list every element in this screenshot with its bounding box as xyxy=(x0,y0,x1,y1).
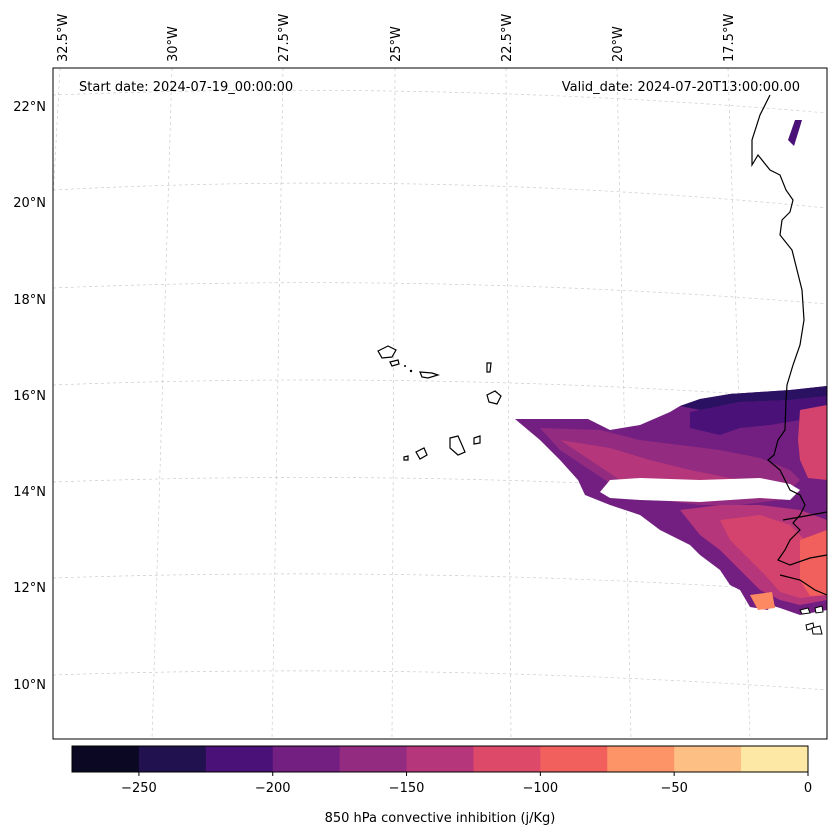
colorbar-cells xyxy=(72,746,809,772)
lat-labels: 22°N 20°N 18°N 16°N 14°N 12°N 10°N xyxy=(13,100,46,693)
colorbar-cell xyxy=(72,746,140,772)
cin-region-band-indigo xyxy=(690,396,827,435)
lat-label: 10°N xyxy=(13,678,46,693)
lon-label: 30°W xyxy=(166,26,181,62)
coast-guinea xyxy=(779,574,828,596)
cin-region-spot xyxy=(750,592,775,610)
cape-verde-islands xyxy=(377,345,502,461)
gridline-lon-22-5 xyxy=(505,67,512,740)
gridline-lon-17-5 xyxy=(727,67,751,740)
island-santiago xyxy=(449,435,466,456)
lon-label: 25°W xyxy=(389,26,404,62)
island-santo-antao xyxy=(377,345,397,359)
colorbar-tick-label: −200 xyxy=(255,781,291,796)
gridline-lat-10 xyxy=(52,670,828,691)
island-maio xyxy=(473,435,481,445)
cin-region-band-dark xyxy=(680,386,827,410)
cin-region-north-sliver xyxy=(788,120,802,146)
islet xyxy=(404,365,406,367)
islet xyxy=(799,607,811,615)
graticule xyxy=(52,67,828,740)
island-sal xyxy=(486,362,492,373)
lat-label: 16°N xyxy=(13,389,46,404)
cin-region-east xyxy=(798,405,827,480)
colorbar-label: 850 hPa convective inhibition (j/Kg) xyxy=(325,811,556,826)
gridline-lat-12 xyxy=(52,573,828,594)
gridline-lat-18 xyxy=(52,282,828,305)
colorbar: −250 −200 −150 −100 −50 0 850 hPa convective … xyxy=(71,745,812,826)
lat-label: 20°N xyxy=(13,196,46,211)
colorbar-ticks: −250 −200 −150 −100 −50 0 xyxy=(121,772,812,796)
gridline-lon-25 xyxy=(391,67,396,740)
cin-gap xyxy=(600,478,800,502)
valid-date-text: Valid_date: 2024-07-20T13:00:00.00 xyxy=(562,80,800,95)
cin-region-south-3 xyxy=(800,530,827,596)
island-brava xyxy=(403,455,409,461)
colorbar-cell xyxy=(272,746,341,772)
colorbar-tick-label: −150 xyxy=(389,781,425,796)
colorbar-tick-label: 0 xyxy=(804,781,812,796)
colorbar-cell xyxy=(406,746,474,772)
coast-gambia xyxy=(782,511,828,521)
island-boa-vista xyxy=(486,390,502,405)
colorbar-tick-label: −50 xyxy=(660,781,687,796)
island-sao-nicolau xyxy=(419,371,440,379)
coast-africa xyxy=(751,94,828,566)
islet xyxy=(811,625,823,635)
bijagos-islands xyxy=(799,605,824,635)
lat-label: 22°N xyxy=(13,100,46,115)
lon-label: 22.5°W xyxy=(500,14,515,62)
map-frame xyxy=(52,67,828,740)
colorbar-cell xyxy=(674,746,742,772)
colorbar-cell xyxy=(339,746,408,772)
gridline-lon-20 xyxy=(616,67,632,740)
colorbar-cell xyxy=(138,746,207,772)
colorbar-tick-label: −250 xyxy=(121,781,157,796)
lon-label: 27.5°W xyxy=(277,14,292,62)
lat-label: 18°N xyxy=(13,293,46,308)
gridline-lat-20 xyxy=(52,182,828,209)
gridline-lon-27-5 xyxy=(271,67,284,740)
gridline-lon-32-5 xyxy=(52,67,61,201)
gridline-lat-16 xyxy=(52,379,828,401)
colorbar-cell xyxy=(741,746,809,772)
lat-label: 12°N xyxy=(13,581,46,596)
gridline-lat-22 xyxy=(52,89,828,114)
gridline-lon-30 xyxy=(151,67,173,740)
colorbar-cell xyxy=(540,746,608,772)
lon-label: 17.5°W xyxy=(722,14,737,62)
island-fogo xyxy=(415,447,428,460)
coastline xyxy=(751,94,828,596)
lon-labels: 32.5°W 30°W 27.5°W 25°W 22.5°W 20°W 17.5… xyxy=(56,14,737,62)
lon-label: 32.5°W xyxy=(56,14,71,62)
small-islets xyxy=(404,365,413,373)
lat-label: 14°N xyxy=(13,485,46,500)
lon-label: 20°W xyxy=(611,26,626,62)
gridline-lat-14 xyxy=(52,477,828,498)
islet xyxy=(409,369,413,373)
colorbar-cell xyxy=(473,746,541,772)
island-sao-vicente xyxy=(389,359,400,367)
colorbar-cell xyxy=(607,746,675,772)
islet xyxy=(814,605,824,614)
colorbar-frame xyxy=(71,745,809,773)
colorbar-cell xyxy=(205,746,274,772)
cin-field xyxy=(515,120,827,615)
start-date-text: Start date: 2024-07-19_00:00:00 xyxy=(79,80,293,95)
colorbar-tick-label: −100 xyxy=(523,781,559,796)
